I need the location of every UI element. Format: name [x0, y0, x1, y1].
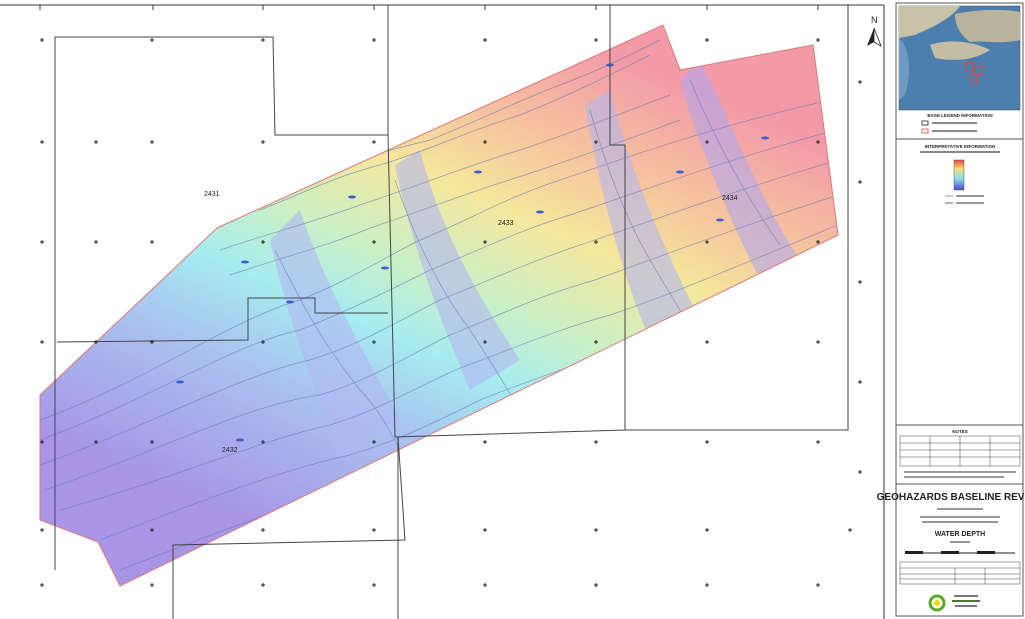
location-inset-map — [898, 5, 1021, 111]
interp-title: INTERPRETATIVE INFORMATION — [925, 144, 996, 149]
company-logo — [928, 594, 980, 612]
deep-channel — [395, 150, 520, 390]
notes-title: NOTES — [952, 429, 968, 434]
block-label-2431: 2431 — [204, 191, 220, 198]
deep-channel — [680, 60, 800, 280]
grid-crosses — [40, 38, 862, 587]
bathymetry-survey-area — [39, 24, 839, 587]
title-map: WATER DEPTH — [935, 531, 985, 538]
notes-table — [899, 435, 1021, 467]
deep-channel — [270, 210, 400, 460]
deep-channel — [585, 90, 700, 340]
map-frame — [0, 4, 885, 619]
block-boundaries — [54, 5, 849, 619]
block-label-2434: 2434 — [722, 195, 738, 202]
depth-markers — [176, 63, 769, 442]
depth-color-legend — [953, 159, 965, 191]
block-label-2432: 2432 — [222, 447, 238, 454]
revision-table — [899, 561, 1021, 585]
title-main: GEOHAZARDS BASELINE REVIEW — [877, 492, 1025, 503]
contour-lines — [40, 39, 838, 571]
north-label: N — [871, 15, 878, 25]
sidebar-panel: BASE LEGEND INFORMATION INTERPRETATIVE I… — [877, 2, 1025, 617]
block-label-2433: 2433 — [498, 220, 514, 227]
scale-bar — [905, 551, 1015, 554]
north-arrow-icon: N — [867, 15, 882, 47]
base-legend-title: BASE LEGEND INFORMATION — [927, 113, 992, 118]
